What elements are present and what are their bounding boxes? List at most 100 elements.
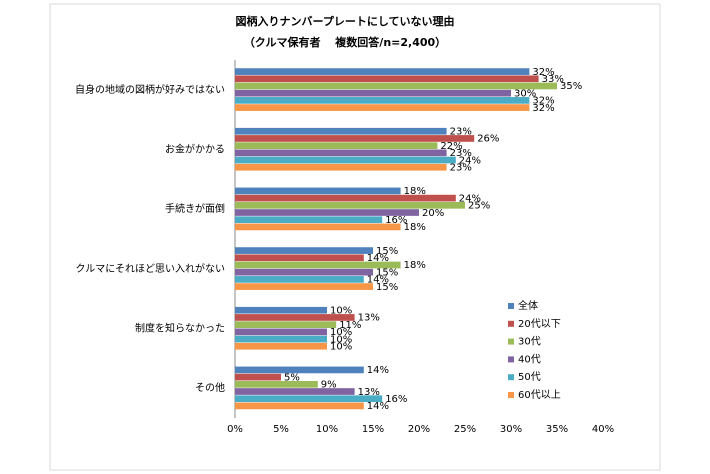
bar xyxy=(235,314,355,321)
bar xyxy=(235,209,419,216)
bar xyxy=(235,68,530,75)
bar xyxy=(235,163,447,171)
bar xyxy=(235,247,373,254)
data-label: 13% xyxy=(358,387,380,398)
category-label: 制度を知らなかった xyxy=(135,322,225,335)
data-label: 23% xyxy=(450,163,472,174)
chart-border xyxy=(49,3,661,471)
data-label: 14% xyxy=(367,275,389,286)
data-label: 18% xyxy=(404,186,426,197)
data-label: 15% xyxy=(376,267,398,278)
data-label: 10% xyxy=(330,306,352,317)
bar xyxy=(235,335,327,343)
bar xyxy=(235,276,364,283)
data-label: 18% xyxy=(404,222,426,233)
data-label: 25% xyxy=(468,201,490,212)
bar xyxy=(235,283,373,290)
category-label: 自身の地域の図柄が好みではない xyxy=(75,83,225,96)
bar xyxy=(235,135,475,142)
bar xyxy=(235,82,557,90)
legend-swatch xyxy=(508,356,514,363)
x-tick-label: 35% xyxy=(546,424,568,435)
data-label: 32% xyxy=(532,67,554,78)
bar xyxy=(235,127,447,135)
bar xyxy=(235,156,456,164)
legend-swatch xyxy=(508,392,514,398)
category-label: お金がかかる xyxy=(165,143,225,156)
x-tick-label: 10% xyxy=(316,424,338,435)
legend-label: 50代 xyxy=(518,371,541,383)
data-label: 15% xyxy=(376,246,398,257)
data-label: 10% xyxy=(330,334,352,345)
bar xyxy=(235,216,383,224)
bar xyxy=(235,306,327,314)
data-label: 18% xyxy=(404,260,426,271)
x-tick-label: 0% xyxy=(227,424,243,435)
chart-subtitle: （クルマ保有者 複数回答/n=2,400） xyxy=(244,35,446,49)
data-label: 16% xyxy=(385,394,407,405)
bar xyxy=(235,97,530,104)
bar xyxy=(235,342,327,350)
bar xyxy=(235,388,355,395)
data-label: 30% xyxy=(514,88,536,99)
bar xyxy=(235,254,364,262)
data-label: 26% xyxy=(477,134,499,145)
data-label: 23% xyxy=(450,148,472,159)
bar xyxy=(235,223,401,231)
bar xyxy=(235,395,383,403)
data-label: 20% xyxy=(422,208,444,219)
x-tick-label: 25% xyxy=(454,424,476,435)
data-label: 16% xyxy=(385,215,407,226)
category-label: クルマにそれほど思い入れがない xyxy=(76,262,226,275)
legend-label: 全体 xyxy=(518,299,538,312)
data-label: 15% xyxy=(376,282,398,293)
legend-label: 20代以下 xyxy=(518,318,561,330)
bar xyxy=(235,366,364,374)
bar xyxy=(235,149,447,157)
data-label: 9% xyxy=(321,380,337,391)
legend-swatch xyxy=(508,374,514,381)
bar xyxy=(235,268,373,276)
x-tick-label: 5% xyxy=(273,424,289,435)
x-tick-label: 40% xyxy=(592,424,614,435)
bar xyxy=(235,380,318,388)
legend-swatch xyxy=(508,338,514,345)
data-label: 32% xyxy=(532,103,554,114)
data-label: 35% xyxy=(560,81,582,92)
chart-title: 図柄入りナンバープレートにしていない理由 xyxy=(235,14,454,28)
data-label: 10% xyxy=(330,327,352,338)
data-label: 14% xyxy=(367,401,389,412)
data-label: 10% xyxy=(330,342,352,353)
bar xyxy=(235,194,456,202)
data-label: 5% xyxy=(284,372,300,383)
bar xyxy=(235,261,401,269)
data-label: 24% xyxy=(459,193,481,204)
data-label: 23% xyxy=(450,127,472,138)
bar xyxy=(235,104,530,111)
bar xyxy=(235,142,438,149)
data-label: 33% xyxy=(542,74,564,85)
legend-swatch xyxy=(508,303,514,309)
bar xyxy=(235,321,337,328)
data-label: 11% xyxy=(339,320,361,331)
legend-label: 60代以上 xyxy=(518,389,561,401)
data-label: 13% xyxy=(358,313,380,324)
data-label: 32% xyxy=(532,96,554,107)
x-tick-label: 30% xyxy=(500,424,522,435)
category-label: その他 xyxy=(195,381,225,394)
x-tick-label: 20% xyxy=(408,424,430,435)
bar xyxy=(235,75,539,83)
x-tick-label: 15% xyxy=(362,424,384,435)
data-label: 22% xyxy=(440,141,462,152)
bar xyxy=(235,187,401,195)
data-label: 14% xyxy=(367,253,389,264)
legend-label: 30代 xyxy=(518,336,541,348)
data-label: 24% xyxy=(459,155,481,166)
bar xyxy=(235,373,281,381)
bar xyxy=(235,402,364,410)
legend-swatch xyxy=(508,320,514,327)
bar xyxy=(235,328,327,336)
data-label: 14% xyxy=(367,365,389,376)
legend-label: 40代 xyxy=(518,353,541,365)
